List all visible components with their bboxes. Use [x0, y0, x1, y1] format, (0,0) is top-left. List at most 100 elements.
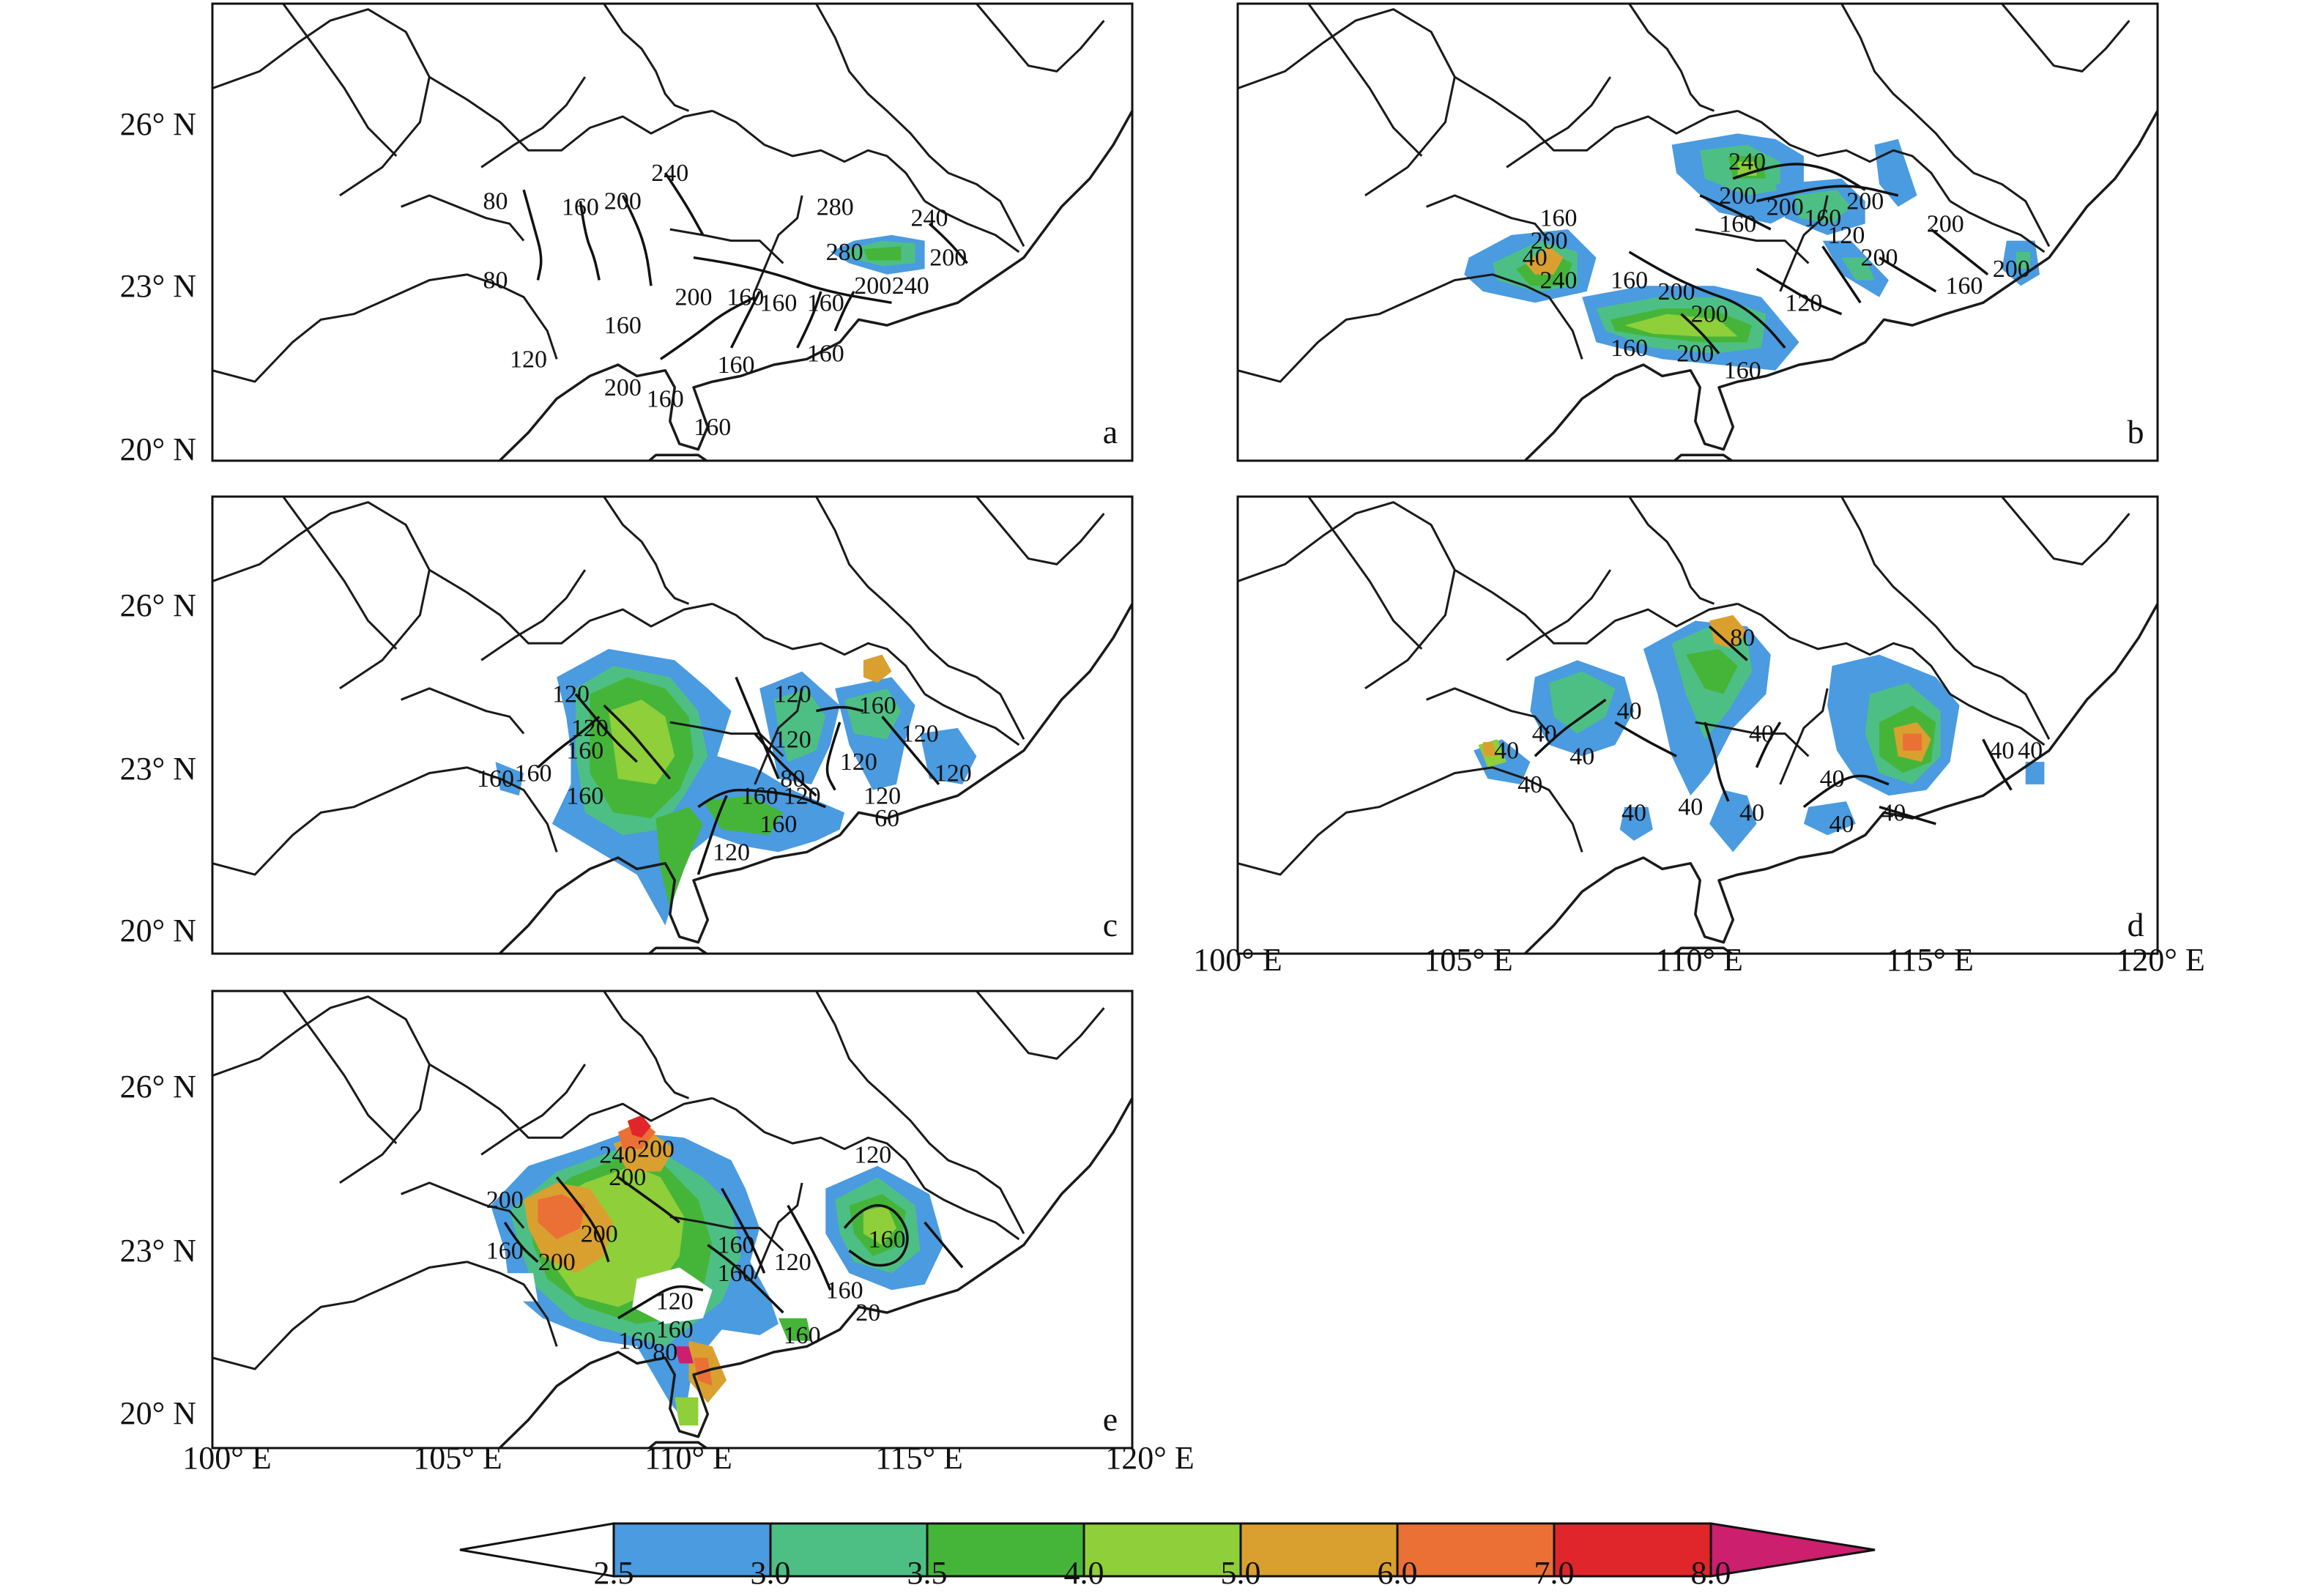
hainan-coast — [647, 1441, 709, 1448]
colorbar-segment — [769, 1522, 929, 1578]
colorbar-segment — [1239, 1522, 1399, 1578]
province-border — [976, 991, 1105, 1060]
contour-line — [617, 1285, 704, 1320]
contour-label: 40 — [1621, 799, 1646, 826]
contour-label: 160 — [784, 1322, 821, 1349]
contour-label: 160 — [1611, 335, 1648, 362]
province-border — [212, 995, 431, 1184]
contour-line — [796, 291, 822, 349]
contour-label: 120 — [656, 1288, 694, 1315]
contour-label: 120 — [854, 1141, 891, 1168]
contour-label: 160 — [759, 811, 797, 838]
contour-label: 200 — [637, 1136, 675, 1163]
province-border — [480, 76, 587, 168]
shaded-region — [1874, 138, 1917, 207]
x-tick-label: 100° E — [182, 1440, 271, 1476]
x-tick-label: 115° E — [875, 1440, 963, 1476]
contour-label: 120 — [774, 681, 811, 708]
contour-line — [833, 291, 855, 332]
contour-label: 20 — [855, 1299, 880, 1326]
panel-label: e — [1103, 1400, 1118, 1438]
province-border — [480, 1064, 587, 1156]
contour-label: 200 — [1676, 341, 1714, 368]
province-border — [603, 497, 690, 605]
contour-line — [924, 1221, 964, 1269]
contour-label: 200 — [1861, 245, 1898, 272]
contour-label: 240 — [1540, 267, 1578, 294]
province-border — [1840, 4, 2051, 247]
contour-line — [1879, 256, 1937, 293]
province-border — [1454, 568, 1738, 645]
contour-line — [1699, 194, 1772, 231]
contour-line — [1704, 721, 1730, 802]
blank-region — [495, 1273, 538, 1302]
contour-line — [537, 716, 601, 769]
contour-label: 160 — [656, 1316, 694, 1343]
contour-label: 160 — [1719, 210, 1756, 237]
province-border — [669, 721, 784, 757]
colorbar-segment — [926, 1522, 1085, 1578]
contour-line — [816, 705, 864, 713]
contour-label: 160 — [604, 312, 642, 339]
province-border — [2001, 4, 2130, 73]
contour-line — [503, 1221, 539, 1263]
province-border — [1779, 688, 1829, 785]
contour-label: 160 — [718, 1232, 755, 1259]
x-tick-label: 110° E — [1655, 942, 1743, 978]
contour-label: 160 — [718, 352, 755, 379]
province-border — [815, 4, 1025, 247]
contour-line — [843, 1203, 909, 1267]
contour-label: 160 — [859, 692, 896, 719]
colorbar-tick-label: 2.5 — [594, 1555, 634, 1591]
contour-line — [1680, 313, 1720, 355]
contour-label: 40 — [1517, 771, 1542, 798]
shaded-region — [1841, 257, 1875, 281]
province-border — [1238, 273, 1583, 383]
contour-line — [1614, 721, 1677, 757]
province-border — [1238, 766, 1583, 876]
contour-label: 160 — [1945, 272, 1983, 300]
province-border — [1695, 721, 1810, 757]
contour-line — [697, 788, 826, 809]
contour-line — [1879, 806, 1936, 825]
panel-frame — [211, 990, 1134, 1450]
shaded-region — [2016, 252, 2031, 270]
shaded-region — [863, 654, 892, 683]
hainan-coast — [647, 453, 709, 461]
contour-label: 120 — [713, 839, 750, 866]
contour-line — [1930, 228, 1989, 276]
x-tick-label: 115° E — [1886, 942, 1974, 978]
y-tick-label: 23° N — [120, 751, 196, 787]
contour-label: 200 — [1846, 188, 1884, 215]
panel-label: a — [1103, 413, 1118, 450]
contour-label: 240 — [1728, 149, 1766, 176]
coastline — [497, 1097, 1132, 1448]
contour-label: 200 — [486, 1187, 524, 1214]
panel-label: b — [2128, 413, 2144, 450]
y-tick-label: 23° N — [120, 1233, 196, 1269]
hainan-coast — [647, 946, 709, 954]
shaded-region — [1624, 313, 1738, 337]
contour-label: 40 — [1532, 721, 1557, 748]
contour-label: 40 — [2018, 738, 2043, 765]
province-border — [480, 569, 587, 661]
contour-line — [1732, 163, 1866, 191]
contour-line — [729, 291, 761, 349]
colorbar-tick-labels: 2.5 3.0 3.5 4.0 5.0 6.0 7.0 8.0 — [594, 1555, 1731, 1591]
contour-label: 40 — [1881, 799, 1906, 826]
contour-label: 160 — [1724, 357, 1761, 385]
contour-label: 120 — [902, 721, 939, 748]
contour-label: 60 — [874, 805, 899, 832]
province-border — [1949, 200, 2046, 253]
province-border — [1307, 4, 1423, 157]
contour-line — [696, 795, 728, 875]
contour-label: 120 — [784, 782, 821, 809]
province-border — [754, 688, 803, 785]
province-border — [1737, 110, 1951, 202]
contour-line — [1982, 738, 2013, 791]
